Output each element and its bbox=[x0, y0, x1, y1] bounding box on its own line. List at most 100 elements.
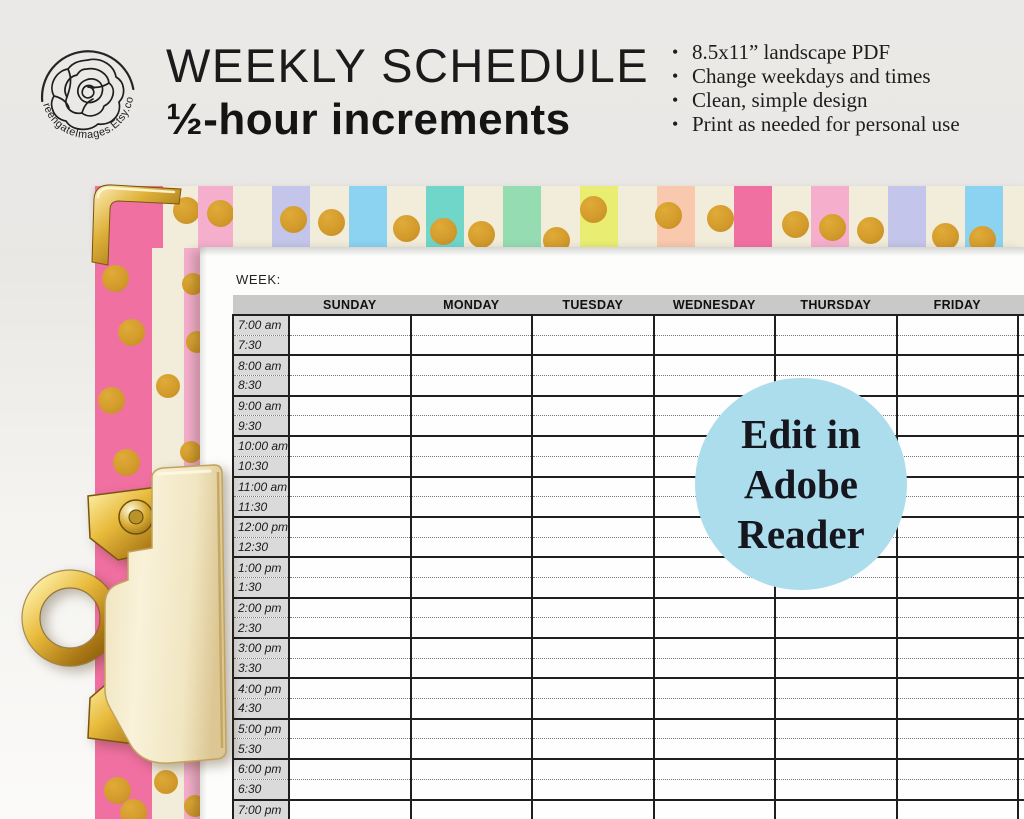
schedule-cell bbox=[531, 496, 654, 517]
schedule-cell bbox=[409, 354, 532, 376]
schedule-cell bbox=[288, 536, 411, 558]
schedule-row: 9:30 bbox=[232, 415, 1024, 437]
badge-line: Edit in bbox=[741, 411, 861, 457]
schedule-row: 9:00 am bbox=[232, 394, 1024, 416]
schedule-cell bbox=[895, 334, 1018, 356]
schedule-cell bbox=[1017, 415, 1024, 437]
feature-list: 8.5x11” landscape PDFChange weekdays and… bbox=[668, 40, 1018, 136]
gold-dot bbox=[154, 770, 178, 794]
schedule-cell bbox=[895, 778, 1018, 800]
schedule-cell bbox=[895, 313, 1018, 336]
schedule-cell bbox=[1017, 536, 1024, 558]
schedule-cell bbox=[652, 576, 775, 598]
schedule-cell bbox=[1017, 354, 1024, 376]
schedule-cell bbox=[895, 698, 1018, 719]
schedule-row: 3:30 bbox=[232, 657, 1024, 679]
schedule-cell bbox=[531, 617, 654, 638]
schedule-cell bbox=[288, 596, 411, 618]
schedule-cell bbox=[895, 496, 1018, 517]
schedule-row: 5:00 pm bbox=[232, 717, 1024, 739]
schedule-cell bbox=[774, 717, 897, 739]
schedule-cell bbox=[1017, 657, 1024, 679]
schedule-cell bbox=[774, 596, 897, 618]
schedule-cell bbox=[288, 636, 411, 659]
schedule-row: 1:30 bbox=[232, 576, 1024, 598]
gold-dot bbox=[280, 206, 308, 233]
washi-stripe bbox=[464, 186, 503, 248]
time-label: 9:00 am bbox=[232, 394, 290, 416]
schedule-body: 7:00 am 7:30 8:00 am 8:30 9:00 am 9:30 10:00 a… bbox=[232, 313, 1024, 819]
feature-item: Clean, simple design bbox=[668, 88, 1018, 112]
gold-dot bbox=[117, 318, 145, 346]
schedule-cell bbox=[531, 334, 654, 356]
schedule-cell bbox=[409, 496, 532, 517]
time-label: 7:00 am bbox=[232, 313, 290, 336]
schedule-cell bbox=[652, 717, 775, 739]
washi-stripe bbox=[348, 186, 387, 248]
washi-stripe bbox=[849, 186, 888, 248]
gold-dot bbox=[156, 374, 180, 398]
schedule-cell bbox=[288, 375, 411, 396]
schedule-cell bbox=[288, 415, 411, 437]
schedule-cell bbox=[288, 798, 411, 819]
time-label: 12:00 pm bbox=[232, 515, 290, 538]
logo-circle-arc bbox=[40, 50, 135, 103]
schedule-cell bbox=[531, 798, 654, 819]
schedule-cell bbox=[288, 758, 411, 780]
schedule-row: 12:30 bbox=[232, 536, 1024, 558]
schedule-cell bbox=[409, 617, 532, 638]
schedule-cell bbox=[895, 375, 1018, 396]
schedule-cell bbox=[652, 778, 775, 800]
title-block: WEEKLY SCHEDULE ½-hour increments bbox=[166, 40, 649, 144]
edit-badge: Edit in Adobe Reader bbox=[695, 378, 907, 590]
gold-dot bbox=[706, 205, 734, 232]
schedule-row: 2:00 pm bbox=[232, 596, 1024, 618]
gold-dot bbox=[182, 273, 204, 295]
schedule-cell bbox=[895, 556, 1018, 578]
schedule-cell bbox=[531, 556, 654, 578]
schedule-row: 2:30 bbox=[232, 617, 1024, 638]
badge-line: Reader bbox=[737, 511, 865, 557]
schedule-cell bbox=[652, 596, 775, 618]
gold-corner-protector bbox=[91, 184, 182, 266]
schedule-cell bbox=[1017, 475, 1024, 497]
schedule-row: 1:00 pm bbox=[232, 556, 1024, 578]
schedule-cell bbox=[1017, 435, 1024, 457]
schedule-cell bbox=[288, 515, 411, 538]
time-label: 1:30 bbox=[232, 576, 290, 598]
washi-stripe bbox=[310, 186, 349, 248]
gold-dot bbox=[103, 776, 131, 804]
gold-dot bbox=[655, 202, 683, 229]
schedule-cell bbox=[652, 798, 775, 819]
schedule-cell bbox=[774, 334, 897, 356]
schedule-cell bbox=[1017, 394, 1024, 416]
schedule-row: 3:00 pm bbox=[232, 636, 1024, 659]
schedule-cell bbox=[1017, 313, 1024, 336]
time-label: 12:30 bbox=[232, 536, 290, 558]
schedule-cell bbox=[1017, 717, 1024, 739]
schedule-cell bbox=[288, 354, 411, 376]
schedule-cell bbox=[1017, 596, 1024, 618]
schedule-cell bbox=[531, 354, 654, 376]
schedule-cell bbox=[288, 738, 411, 760]
time-label: 8:30 bbox=[232, 375, 290, 396]
schedule-cell bbox=[288, 698, 411, 719]
schedule-cell bbox=[288, 394, 411, 416]
gold-dot bbox=[819, 214, 847, 241]
schedule-cell bbox=[895, 657, 1018, 679]
schedule-cell bbox=[895, 475, 1018, 497]
schedule-cell bbox=[409, 657, 532, 679]
schedule-cell bbox=[895, 455, 1018, 477]
schedule-cell bbox=[288, 455, 411, 477]
gold-dot bbox=[467, 221, 495, 248]
schedule-cell bbox=[774, 778, 897, 800]
clipboard-top-edge bbox=[95, 186, 1024, 248]
page-title: WEEKLY SCHEDULE bbox=[166, 39, 650, 92]
schedule-row: 4:30 bbox=[232, 698, 1024, 719]
schedule-row: 10:00 am bbox=[232, 435, 1024, 457]
schedule-cell bbox=[531, 515, 654, 538]
schedule-cell bbox=[774, 617, 897, 638]
washi-stripe bbox=[926, 186, 965, 248]
schedule-cell bbox=[409, 698, 532, 719]
time-label: 11:00 am bbox=[232, 475, 290, 497]
